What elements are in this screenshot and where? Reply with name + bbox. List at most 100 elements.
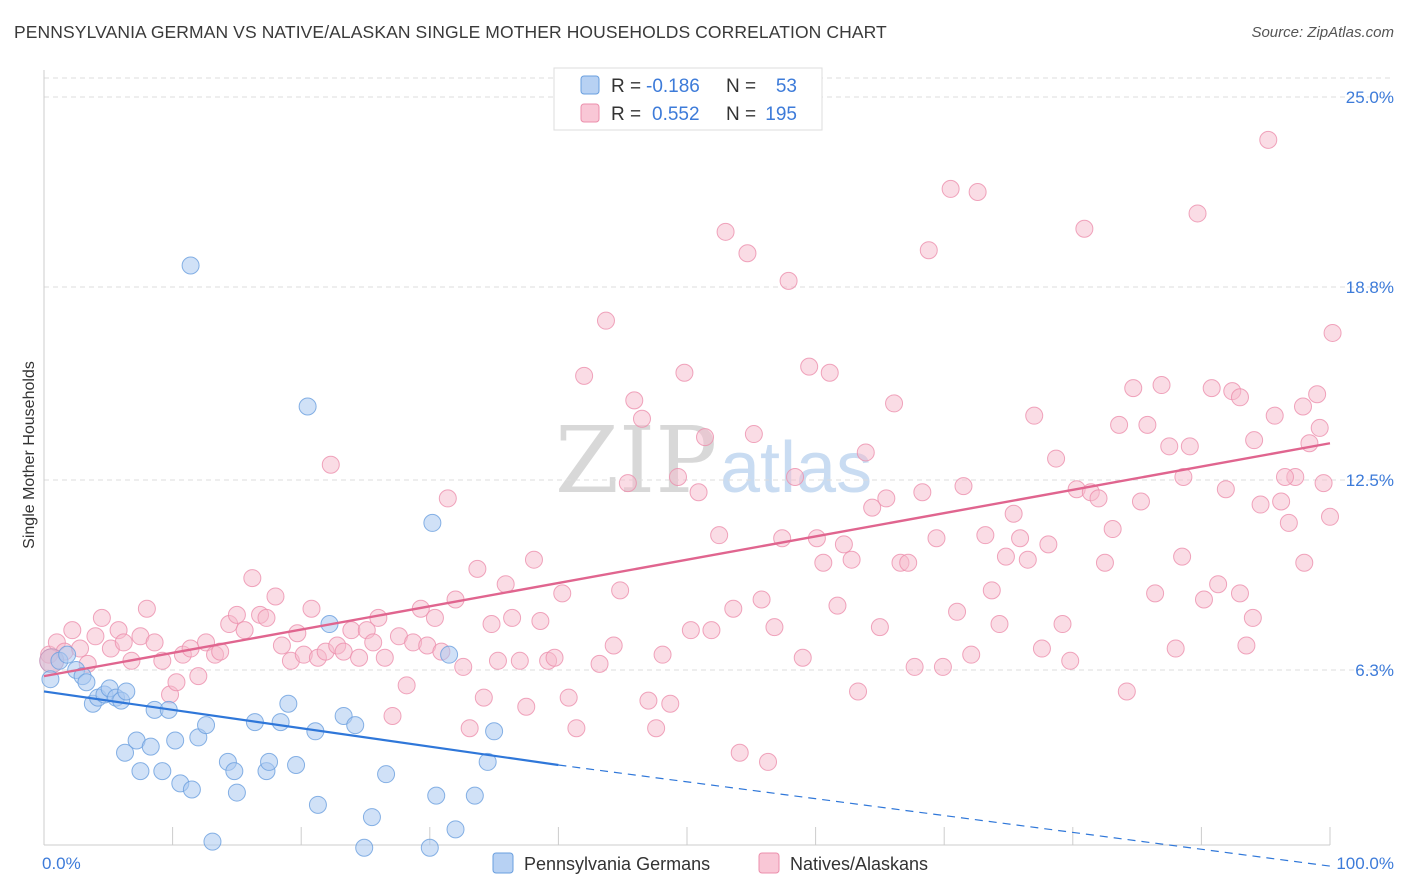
natives-alaskans-point-77 [604, 636, 623, 655]
pennsylvania-germans-point-34 [287, 755, 306, 774]
pennsylvania-germans-point-28 [227, 783, 246, 802]
pennsylvania-germans-point-47 [440, 645, 459, 664]
natives-alaskans-point-86 [668, 467, 687, 486]
x-tick-label-max: 100.0% [1336, 854, 1394, 873]
natives-alaskans-point-178 [1314, 474, 1333, 493]
natives-alaskans-point-173 [1279, 513, 1298, 532]
natives-alaskans-point-29 [257, 608, 276, 627]
natives-alaskans-point-154 [1146, 584, 1165, 603]
legend-n-label-2: N = [726, 104, 756, 125]
natives-alaskans-point-92 [710, 526, 729, 545]
natives-alaskans-point-99 [759, 752, 778, 771]
natives-alaskans-points [39, 130, 1342, 771]
legend-swatch-pink [580, 103, 600, 123]
natives-alaskans-point-167 [1237, 636, 1256, 655]
pennsylvania-germans-point-45 [427, 786, 446, 805]
natives-alaskans-point-67 [524, 550, 543, 569]
natives-alaskans-point-95 [730, 743, 749, 762]
natives-alaskans-point-126 [948, 602, 967, 621]
natives-alaskans-point-109 [828, 596, 847, 615]
chart-source: Source: ZipAtlas.com [1251, 24, 1394, 41]
y-tick-label-3: 25.0% [1346, 88, 1394, 107]
pennsylvania-germans-point-41 [355, 838, 374, 857]
natives-alaskans-point-149 [1110, 415, 1129, 434]
pennsylvania-germans-point-31 [260, 752, 279, 771]
natives-alaskans-point-121 [913, 483, 932, 502]
natives-alaskans-point-25 [227, 605, 246, 624]
pennsylvania-germans-point-43 [377, 765, 396, 784]
natives-alaskans-point-150 [1117, 682, 1136, 701]
pennsylvania-germans-point-16 [141, 737, 160, 756]
natives-alaskans-point-146 [1089, 489, 1108, 508]
natives-alaskans-point-171 [1265, 406, 1284, 425]
natives-alaskans-point-63 [496, 575, 515, 594]
chart-title: PENNSYLVANIA GERMAN VS NATIVE/ALASKAN SI… [14, 22, 887, 42]
legend-n-value-1: 53 [776, 76, 797, 97]
natives-alaskans-point-73 [567, 719, 586, 738]
pennsylvania-germans-point-2 [58, 645, 77, 664]
natives-alaskans-point-114 [863, 498, 882, 517]
natives-alaskans-point-81 [632, 409, 651, 428]
natives-alaskans-point-7 [92, 608, 111, 627]
natives-alaskans-point-141 [1053, 615, 1072, 634]
natives-alaskans-point-53 [425, 608, 444, 627]
natives-alaskans-point-71 [553, 584, 572, 603]
natives-alaskans-point-132 [990, 615, 1009, 634]
natives-alaskans-point-185 [1230, 584, 1249, 603]
natives-alaskans-point-104 [793, 648, 812, 667]
natives-alaskans-point-115 [870, 618, 889, 637]
natives-alaskans-point-74 [575, 366, 594, 385]
pennsylvania-germans-point-44 [420, 838, 439, 857]
pennsylvania-germans-points [41, 256, 504, 857]
natives-alaskans-point-135 [1011, 529, 1030, 548]
natives-alaskans-point-120 [905, 657, 924, 676]
pennsylvania-germans-point-22 [182, 780, 201, 799]
natives-alaskans-point-45 [369, 608, 388, 627]
natives-alaskans-point-102 [779, 271, 798, 290]
natives-alaskans-point-65 [510, 651, 529, 670]
natives-alaskans-point-80 [625, 391, 644, 410]
natives-alaskans-point-41 [342, 621, 361, 640]
pennsylvania-germans-point-33 [279, 694, 298, 713]
natives-alaskans-point-125 [941, 179, 960, 198]
bottom-legend-label-blue: Pennsylvania Germans [524, 854, 710, 874]
natives-alaskans-point-180 [1310, 418, 1329, 437]
natives-alaskans-point-183 [1275, 467, 1294, 486]
y-axis-title: Single Mother Households [21, 361, 38, 549]
natives-alaskans-point-129 [968, 182, 987, 201]
natives-alaskans-point-148 [1103, 520, 1122, 539]
natives-alaskans-point-94 [724, 599, 743, 618]
natives-alaskans-point-60 [474, 688, 493, 707]
pennsylvania-germans-point-50 [485, 722, 504, 741]
natives-alaskans-point-93 [716, 222, 735, 241]
natives-alaskans-point-158 [1174, 467, 1193, 486]
trend-lines [43, 442, 1331, 867]
natives-alaskans-point-119 [899, 553, 918, 572]
natives-alaskans-point-113 [856, 443, 875, 462]
natives-alaskans-point-103 [786, 467, 805, 486]
natives-alaskans-point-31 [272, 636, 291, 655]
pennsylvania-germans-point-49 [465, 786, 484, 805]
natives-alaskans-point-33 [288, 624, 307, 643]
bottom-legend-label-pink: Natives/Alaskans [790, 854, 928, 874]
natives-alaskans-point-112 [849, 682, 868, 701]
natives-alaskans-point-170 [1259, 130, 1278, 149]
natives-alaskans-point-59 [468, 559, 487, 578]
natives-alaskans-point-159 [1180, 437, 1199, 456]
natives-alaskans-point-79 [618, 474, 637, 493]
pennsylvania-germans-point-52 [181, 256, 200, 275]
natives-alaskans-point-26 [235, 621, 254, 640]
natives-alaskans-point-27 [243, 569, 262, 588]
legend-n-label-1: N = [726, 76, 756, 97]
natives-alaskans-point-35 [302, 599, 321, 618]
natives-alaskans-point-20 [189, 667, 208, 686]
pennsylvania-germans-point-35 [298, 397, 317, 416]
natives-alaskans-point-47 [383, 706, 402, 725]
pennsylvania-germans-point-32 [271, 713, 290, 732]
natives-alaskans-point-130 [976, 526, 995, 545]
natives-alaskans-point-40 [334, 642, 353, 661]
natives-alaskans-point-42 [350, 648, 369, 667]
natives-alaskans-point-97 [744, 425, 763, 444]
natives-alaskans-point-46 [375, 648, 394, 667]
